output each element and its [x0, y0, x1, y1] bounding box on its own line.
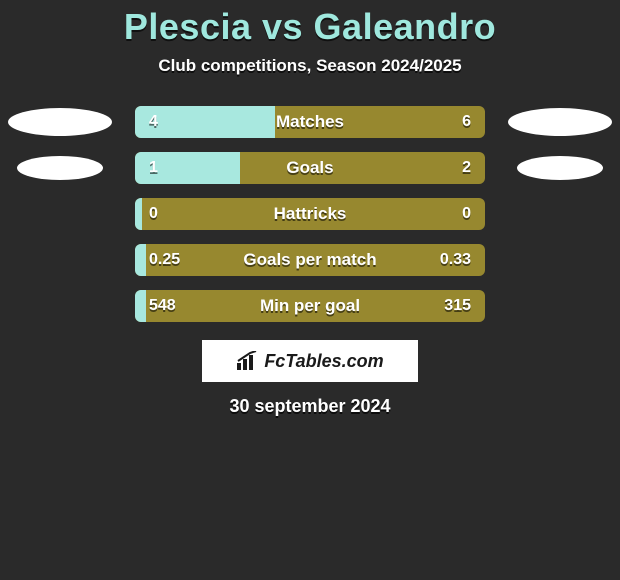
stat-row: 12Goals — [0, 152, 620, 184]
player-ellipse-left — [17, 156, 103, 180]
comparison-bar: 548315Min per goal — [135, 290, 485, 322]
page-subtitle: Club competitions, Season 2024/2025 — [0, 56, 620, 76]
comparison-bar: 00Hattricks — [135, 198, 485, 230]
left-ellipse-slot — [5, 156, 115, 180]
bars-growth-icon — [236, 351, 258, 371]
logo-text: FcTables.com — [264, 351, 383, 372]
bar-values: 548 315 — [135, 290, 485, 322]
bar-left-value: 548 — [149, 297, 176, 315]
bar-right-value: 315 — [444, 297, 471, 315]
right-ellipse-slot — [505, 156, 615, 180]
bars-region: 46Matches12Goals00Hattricks0.250.33Goals… — [0, 106, 620, 322]
bar-values: 12 — [135, 152, 485, 184]
comparison-bar: 0.250.33Goals per match — [135, 244, 485, 276]
bar-values: 0.25 0.33 — [135, 244, 485, 276]
footer-date: 30 september 2024 — [0, 396, 620, 417]
page-title: Plescia vs Galeandro — [0, 6, 620, 48]
stat-row: 00Hattricks — [0, 198, 620, 230]
bar-values: 00 — [135, 198, 485, 230]
logo-box: FcTables.com — [202, 340, 418, 382]
player-ellipse-left — [8, 108, 112, 136]
stat-row: 548315Min per goal — [0, 290, 620, 322]
player-ellipse-right — [517, 156, 603, 180]
comparison-infographic: Plescia vs Galeandro Club competitions, … — [0, 0, 620, 417]
bar-right-value: 2 — [462, 159, 471, 177]
player-ellipse-right — [508, 108, 612, 136]
stat-row: 0.250.33Goals per match — [0, 244, 620, 276]
bar-right-value: 0 — [462, 205, 471, 223]
comparison-bar: 12Goals — [135, 152, 485, 184]
bar-right-value: 0.33 — [440, 251, 471, 269]
bar-left-value: 0 — [149, 205, 158, 223]
left-ellipse-slot — [5, 108, 115, 136]
bar-values: 46 — [135, 106, 485, 138]
comparison-bar: 46Matches — [135, 106, 485, 138]
bar-left-value: 1 — [149, 159, 158, 177]
stat-row: 46Matches — [0, 106, 620, 138]
bar-right-value: 6 — [462, 113, 471, 131]
right-ellipse-slot — [505, 108, 615, 136]
bar-left-value: 4 — [149, 113, 158, 131]
bar-left-value: 0.25 — [149, 251, 180, 269]
